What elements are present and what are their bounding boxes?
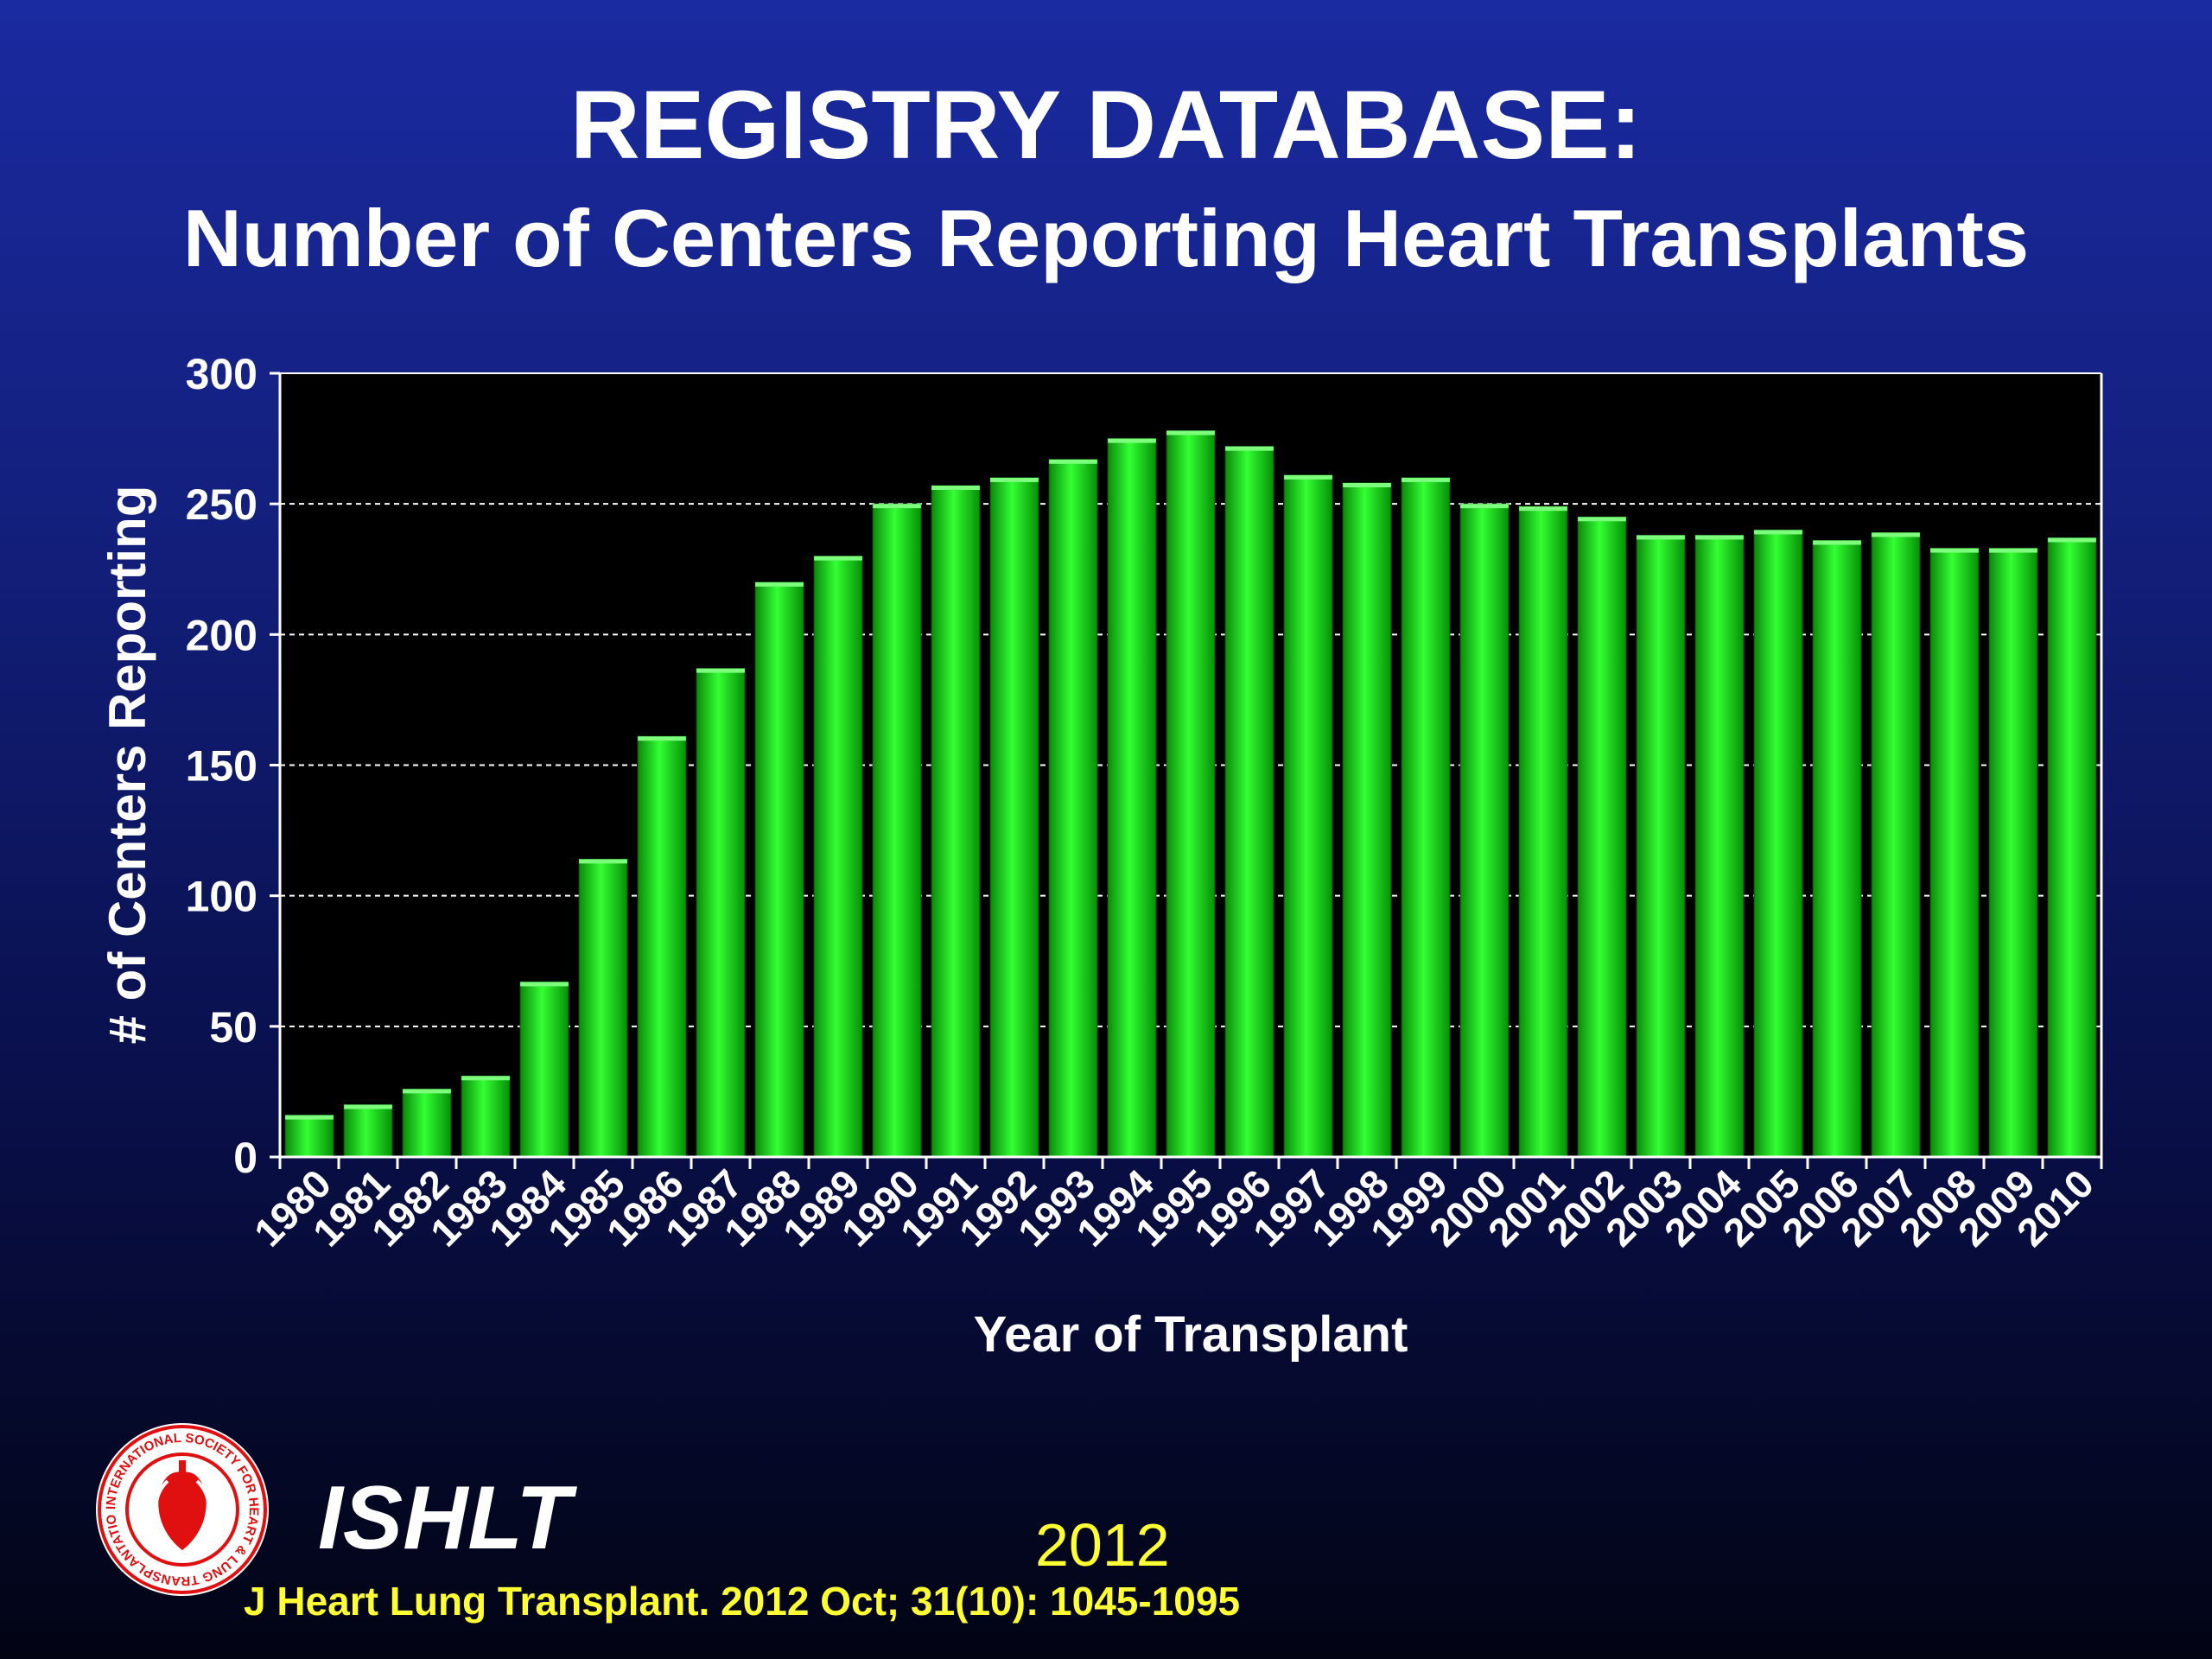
- bar-1986: [637, 735, 687, 1158]
- bar-2010: [2047, 537, 2097, 1158]
- bars: [284, 430, 2097, 1158]
- bar-cap: [1989, 548, 2037, 553]
- bar-chart: 0 50 100 150 200 250 300 198019811982198319841…: [99, 350, 2103, 1363]
- y-tick-label: 300: [186, 350, 257, 398]
- y-tick-label: 200: [186, 611, 257, 659]
- bar-1983: [461, 1075, 511, 1158]
- bar-cap: [1754, 530, 1802, 535]
- y-tick-label: 100: [186, 873, 257, 921]
- bar-cap: [696, 668, 745, 673]
- bar-cap: [873, 504, 921, 509]
- gridlines: [280, 372, 2101, 1027]
- ishlt-brand: ISHLT: [318, 1468, 571, 1568]
- bar-2001: [1518, 505, 1568, 1158]
- bar-2004: [1694, 534, 1745, 1158]
- report-year: 2012: [1035, 1511, 1170, 1579]
- bar-cap: [1108, 438, 1156, 443]
- bar-cap: [1225, 446, 1274, 451]
- bar-cap: [1284, 474, 1332, 480]
- slide-subtitle: Number of Centers Reporting Heart Transp…: [182, 193, 2030, 283]
- bar-2005: [1753, 529, 1803, 1158]
- bar-cap: [1578, 517, 1626, 522]
- citation: J Heart Lung Transplant. 2012 Oct; 31(10…: [244, 1579, 1241, 1624]
- bar-cap: [814, 556, 862, 561]
- bar-cap: [1813, 540, 1861, 545]
- bar-cap: [1049, 459, 1097, 464]
- bar-1988: [754, 582, 804, 1158]
- y-tick-label: 0: [233, 1134, 257, 1182]
- bar-1990: [872, 503, 922, 1158]
- bar-2008: [1929, 548, 1980, 1158]
- bar-1997: [1283, 474, 1333, 1158]
- bar-cap: [638, 736, 686, 741]
- bar-1981: [343, 1104, 393, 1158]
- bar-2003: [1636, 534, 1686, 1158]
- bar-1980: [284, 1115, 334, 1158]
- y-tick-label: 250: [186, 480, 257, 529]
- bar-cap: [344, 1104, 392, 1109]
- bar-1989: [813, 556, 863, 1158]
- bar-cap: [579, 859, 627, 864]
- bar-1985: [578, 858, 628, 1158]
- bar-cap: [1519, 506, 1567, 512]
- bar-2000: [1459, 503, 1510, 1158]
- bar-1996: [1224, 446, 1274, 1158]
- bar-cap: [1460, 504, 1509, 509]
- bar-cap: [1637, 535, 1685, 540]
- bar-cap: [1930, 548, 1979, 553]
- x-axis-label: Year of Transplant: [974, 1306, 1408, 1363]
- bar-cap: [1402, 477, 1450, 482]
- y-tick-labels: 0 50 100 150 200 250 300: [186, 350, 257, 1182]
- bar-1998: [1342, 482, 1392, 1158]
- bar-2006: [1812, 539, 1862, 1158]
- bar-cap: [403, 1089, 451, 1094]
- bar-cap: [2048, 537, 2096, 543]
- bar-1992: [989, 477, 1039, 1158]
- bar-2002: [1577, 516, 1627, 1158]
- y-tick-label: 150: [186, 742, 257, 791]
- bar-cap: [461, 1076, 510, 1081]
- bar-cap: [990, 477, 1039, 482]
- bar-cap: [520, 982, 569, 987]
- slide-title: REGISTRY DATABASE:: [569, 71, 1643, 179]
- ishlt-logo: INTERNATIONAL SOCIETY FOR HEART & LUNG T…: [93, 1421, 269, 1596]
- bar-1987: [696, 668, 746, 1158]
- bar-1984: [519, 981, 569, 1158]
- bar-cap: [285, 1115, 334, 1120]
- bar-1995: [1166, 430, 1216, 1158]
- bar-2007: [1871, 531, 1921, 1158]
- y-axis-label: # of Centers Reporting: [99, 486, 156, 1045]
- bar-1991: [931, 485, 981, 1158]
- bar-1982: [402, 1088, 452, 1158]
- axes: [270, 372, 2103, 1169]
- bar-2009: [1988, 548, 2038, 1158]
- bar-cap: [1695, 535, 1744, 540]
- bar-cap: [1343, 482, 1391, 487]
- bar-cap: [755, 582, 804, 587]
- bar-1999: [1401, 477, 1451, 1158]
- y-tick-label: 50: [209, 1003, 257, 1052]
- bar-cap: [931, 486, 980, 491]
- x-tick-labels: 1980198119821983198419851986198719881989…: [245, 1160, 2102, 1255]
- bar-1993: [1048, 459, 1098, 1158]
- bar-cap: [1872, 532, 1920, 537]
- bar-1994: [1107, 438, 1157, 1158]
- bar-cap: [1166, 430, 1215, 435]
